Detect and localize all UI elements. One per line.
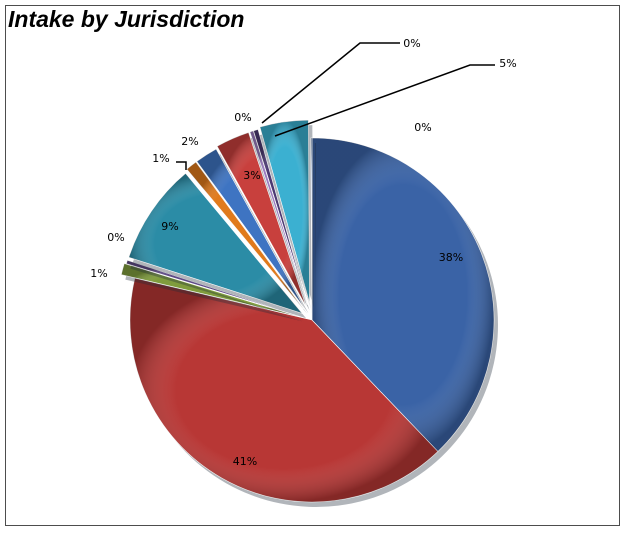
data-label: 0%: [403, 37, 420, 50]
pie-slice-bevel: [196, 149, 305, 309]
data-label: 3%: [243, 169, 260, 182]
pie-slice-bevel: [312, 138, 494, 452]
pie-slice-11: [259, 119, 314, 308]
pie-slice-4: [125, 260, 305, 322]
pie-slice-1: [311, 137, 498, 457]
data-label: 5%: [499, 57, 516, 70]
chart-title: Intake by Jurisdiction: [8, 6, 245, 32]
data-label: 1%: [90, 267, 107, 280]
data-label: 9%: [161, 220, 178, 233]
pie-slice-5: [128, 173, 307, 319]
data-label: 2%: [181, 135, 198, 148]
pie-slice-10: [253, 129, 312, 310]
pie-slice-bevel: [126, 260, 301, 317]
pie-slice-bevel: [121, 263, 299, 317]
data-label: 0%: [107, 231, 124, 244]
pie-slice-bevel: [310, 137, 312, 320]
pie-slice-3: [120, 263, 303, 322]
pie-slice-bevel: [128, 173, 303, 314]
data-label: 41%: [233, 455, 257, 468]
pie-slice-8: [216, 132, 310, 311]
data-label: 0%: [414, 121, 431, 134]
pie-slice-bevel: [217, 132, 306, 306]
pie-slice-bevel: [259, 120, 310, 303]
data-label: 1%: [152, 152, 169, 165]
pie-slice-bevel: [253, 129, 308, 305]
data-label: 38%: [439, 251, 463, 264]
pie-slice-bevel: [130, 278, 438, 502]
pie-slice-12: [310, 137, 316, 325]
pie-slice-shadow: [314, 142, 316, 325]
pie-slice-2: [129, 277, 442, 507]
pie-slice-bevel: [186, 162, 304, 309]
pie-slice-7: [196, 148, 309, 314]
data-label: 0%: [234, 111, 251, 124]
pie-slice-bevel: [250, 130, 308, 305]
pie-slice-6: [186, 161, 308, 314]
pie-slice-shadow: [130, 265, 305, 322]
leader-line: [274, 64, 495, 137]
leader-line: [261, 42, 400, 124]
leader-line: [176, 161, 187, 170]
